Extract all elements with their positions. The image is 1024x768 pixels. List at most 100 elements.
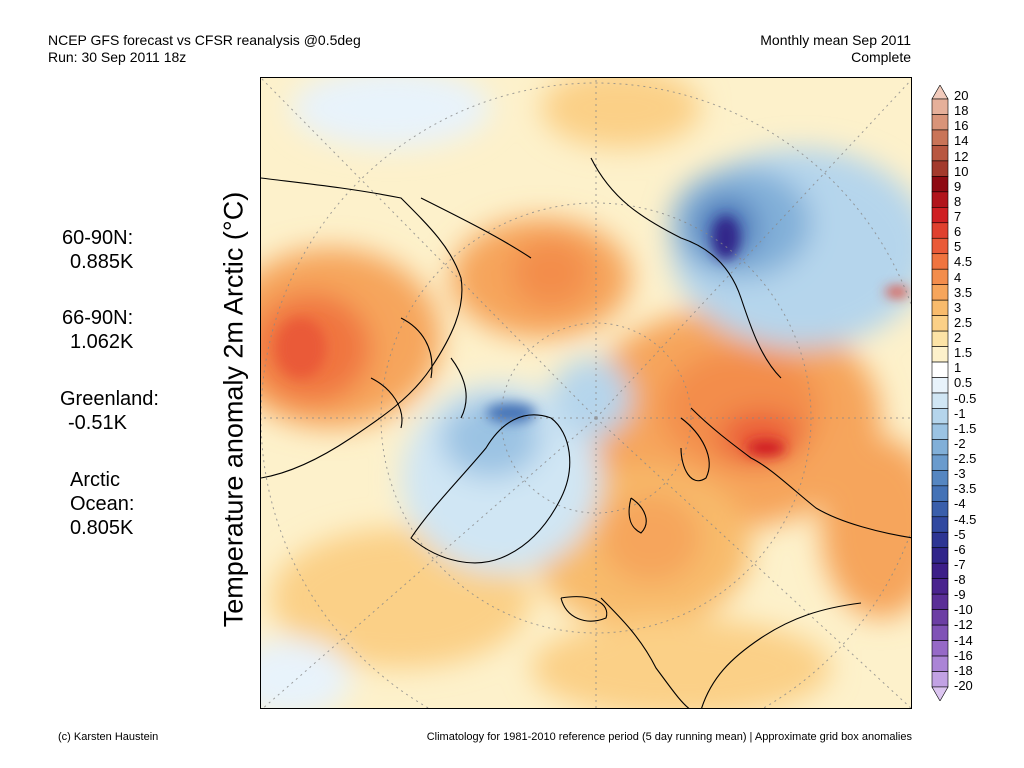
scale-swatch: [931, 284, 949, 301]
coastlines: [261, 157, 911, 708]
stat-value: -0.51K: [68, 412, 127, 434]
novaya-zemlya: [680, 417, 710, 481]
scale-tick-label: 10: [954, 163, 969, 179]
scale-swatch: [931, 361, 949, 378]
scale-tick-label: -3.5: [954, 481, 977, 497]
scale-tick-label: 8: [954, 193, 962, 209]
y-axis-label: Temperature anomaly 2m Arctic (°C): [218, 191, 249, 628]
scale-swatch: [931, 609, 949, 626]
scale-tick-label: -20: [954, 678, 973, 693]
scale-tick-label: -0.5: [954, 390, 977, 406]
anomaly-map: [260, 77, 912, 709]
scale-tick-label: 14: [954, 133, 969, 149]
scale-tick-label: -1: [954, 405, 966, 421]
scale-tick-label: -6: [954, 541, 966, 557]
scale-tick-label: -4: [954, 496, 966, 512]
scale-swatch: [931, 640, 949, 657]
scale-swatch: [931, 655, 949, 672]
scale-swatch: [931, 114, 949, 131]
scale-swatch: [931, 377, 949, 394]
scale-swatch: [931, 470, 949, 487]
scale-tick-label: 5: [954, 239, 962, 255]
stat-label: 66-90N:: [62, 307, 134, 329]
scale-swatch: [931, 485, 949, 502]
east-siberia-coast: [590, 157, 782, 379]
scale-tick-label: 7: [954, 209, 962, 225]
stat-value: 0.805K: [70, 517, 134, 539]
scale-swatch: [931, 562, 949, 579]
scale-tick-label: 2: [954, 330, 962, 346]
scale-tick-label: -1.5: [954, 420, 977, 436]
stat-label: Arctic: [70, 469, 120, 491]
stat-label: 60-90N:: [62, 227, 134, 249]
scale-min-arrow: [931, 686, 949, 702]
stat-value: 1.062K: [70, 331, 134, 353]
scale-tick-label: -9: [954, 587, 966, 603]
scale-tick-label: -16: [954, 647, 973, 663]
scale-tick-label: -5: [954, 526, 966, 542]
scale-swatch: [931, 145, 949, 162]
color-scale-bar: [931, 84, 949, 702]
anomaly-map-canvas: [261, 78, 911, 708]
scale-swatch: [931, 98, 949, 115]
stat-greenland: Greenland: -0.51K: [60, 387, 159, 435]
anomaly-shading: [261, 78, 911, 708]
scale-swatch: [931, 516, 949, 533]
alaska-border: [420, 197, 532, 259]
scandinavia-coast: [600, 597, 862, 708]
scale-swatch: [931, 593, 949, 610]
scale-tick-label: -2: [954, 435, 966, 451]
scale-swatch: [931, 501, 949, 518]
completion-status: Complete: [851, 49, 911, 65]
scale-swatch: [931, 191, 949, 208]
scale-swatch: [931, 315, 949, 332]
scale-tick-label: 6: [954, 224, 962, 240]
map-title-block: NCEP GFS forecast vs CFSR reanalysis @0.…: [48, 32, 361, 66]
scale-tick-label: 1: [954, 360, 962, 376]
scale-swatch: [931, 624, 949, 641]
scale-swatch: [931, 268, 949, 285]
scale-tick-label: -18: [954, 662, 973, 678]
scale-swatch: [931, 253, 949, 270]
scale-swatch: [931, 547, 949, 564]
footer-note: Climatology for 1981-2010 reference peri…: [426, 731, 912, 743]
scale-tick-label: 0.5: [954, 375, 973, 391]
scale-swatch: [931, 439, 949, 456]
stat-label: Greenland:: [60, 388, 159, 410]
scale-swatch: [931, 237, 949, 255]
scale-tick-label: 18: [954, 103, 969, 119]
scale-swatch: [931, 578, 949, 595]
scale-tick-label: 16: [954, 118, 969, 134]
color-scale: 20 18 16 14 12 10 9 8 7 6 5 4.5 4 3.5 3 2.5 2 1.5 1 0.5 -0.5…: [930, 84, 1020, 702]
stat-arctic-ocean: Arctic Ocean: 0.805K: [70, 468, 134, 540]
scale-tick-label: -12: [954, 617, 973, 633]
scale-tick-label: -14: [954, 632, 973, 648]
stat-value: 0.885K: [70, 251, 134, 273]
greenland-coast: [410, 414, 571, 564]
period-block: Monthly mean Sep 2011 Complete: [760, 32, 911, 66]
scale-tick-label: 2.5: [954, 314, 973, 330]
copyright: (c) Karsten Haustein: [58, 731, 159, 743]
scale-tick-label: -4.5: [954, 511, 977, 527]
scale-swatch: [931, 222, 949, 239]
scale-swatch: [931, 454, 949, 471]
stat-label: Ocean:: [70, 493, 135, 515]
scale-swatch: [931, 392, 949, 409]
stat-66-90n: 66-90N: 1.062K: [62, 306, 133, 354]
scale-swatch: [931, 160, 949, 177]
scale-tick-label: 12: [954, 148, 969, 164]
scale-tick-label: -3: [954, 466, 966, 482]
scale-swatch: [931, 346, 949, 363]
scale-tick-label: -8: [954, 572, 966, 588]
period-label: Monthly mean Sep 2011: [760, 32, 911, 48]
scale-tick-label: 1.5: [954, 345, 973, 361]
north-america-coast: [261, 177, 463, 479]
scale-tick-label: -7: [954, 556, 966, 572]
scale-tick-label: -10: [954, 602, 973, 618]
scale-swatch: [931, 129, 949, 146]
graticule: [261, 78, 911, 708]
stat-60-90n: 60-90N: 0.885K: [62, 226, 133, 274]
scale-tick-label: 3: [954, 299, 962, 315]
scale-tick-label: 20: [954, 88, 969, 103]
iceland: [560, 596, 608, 622]
